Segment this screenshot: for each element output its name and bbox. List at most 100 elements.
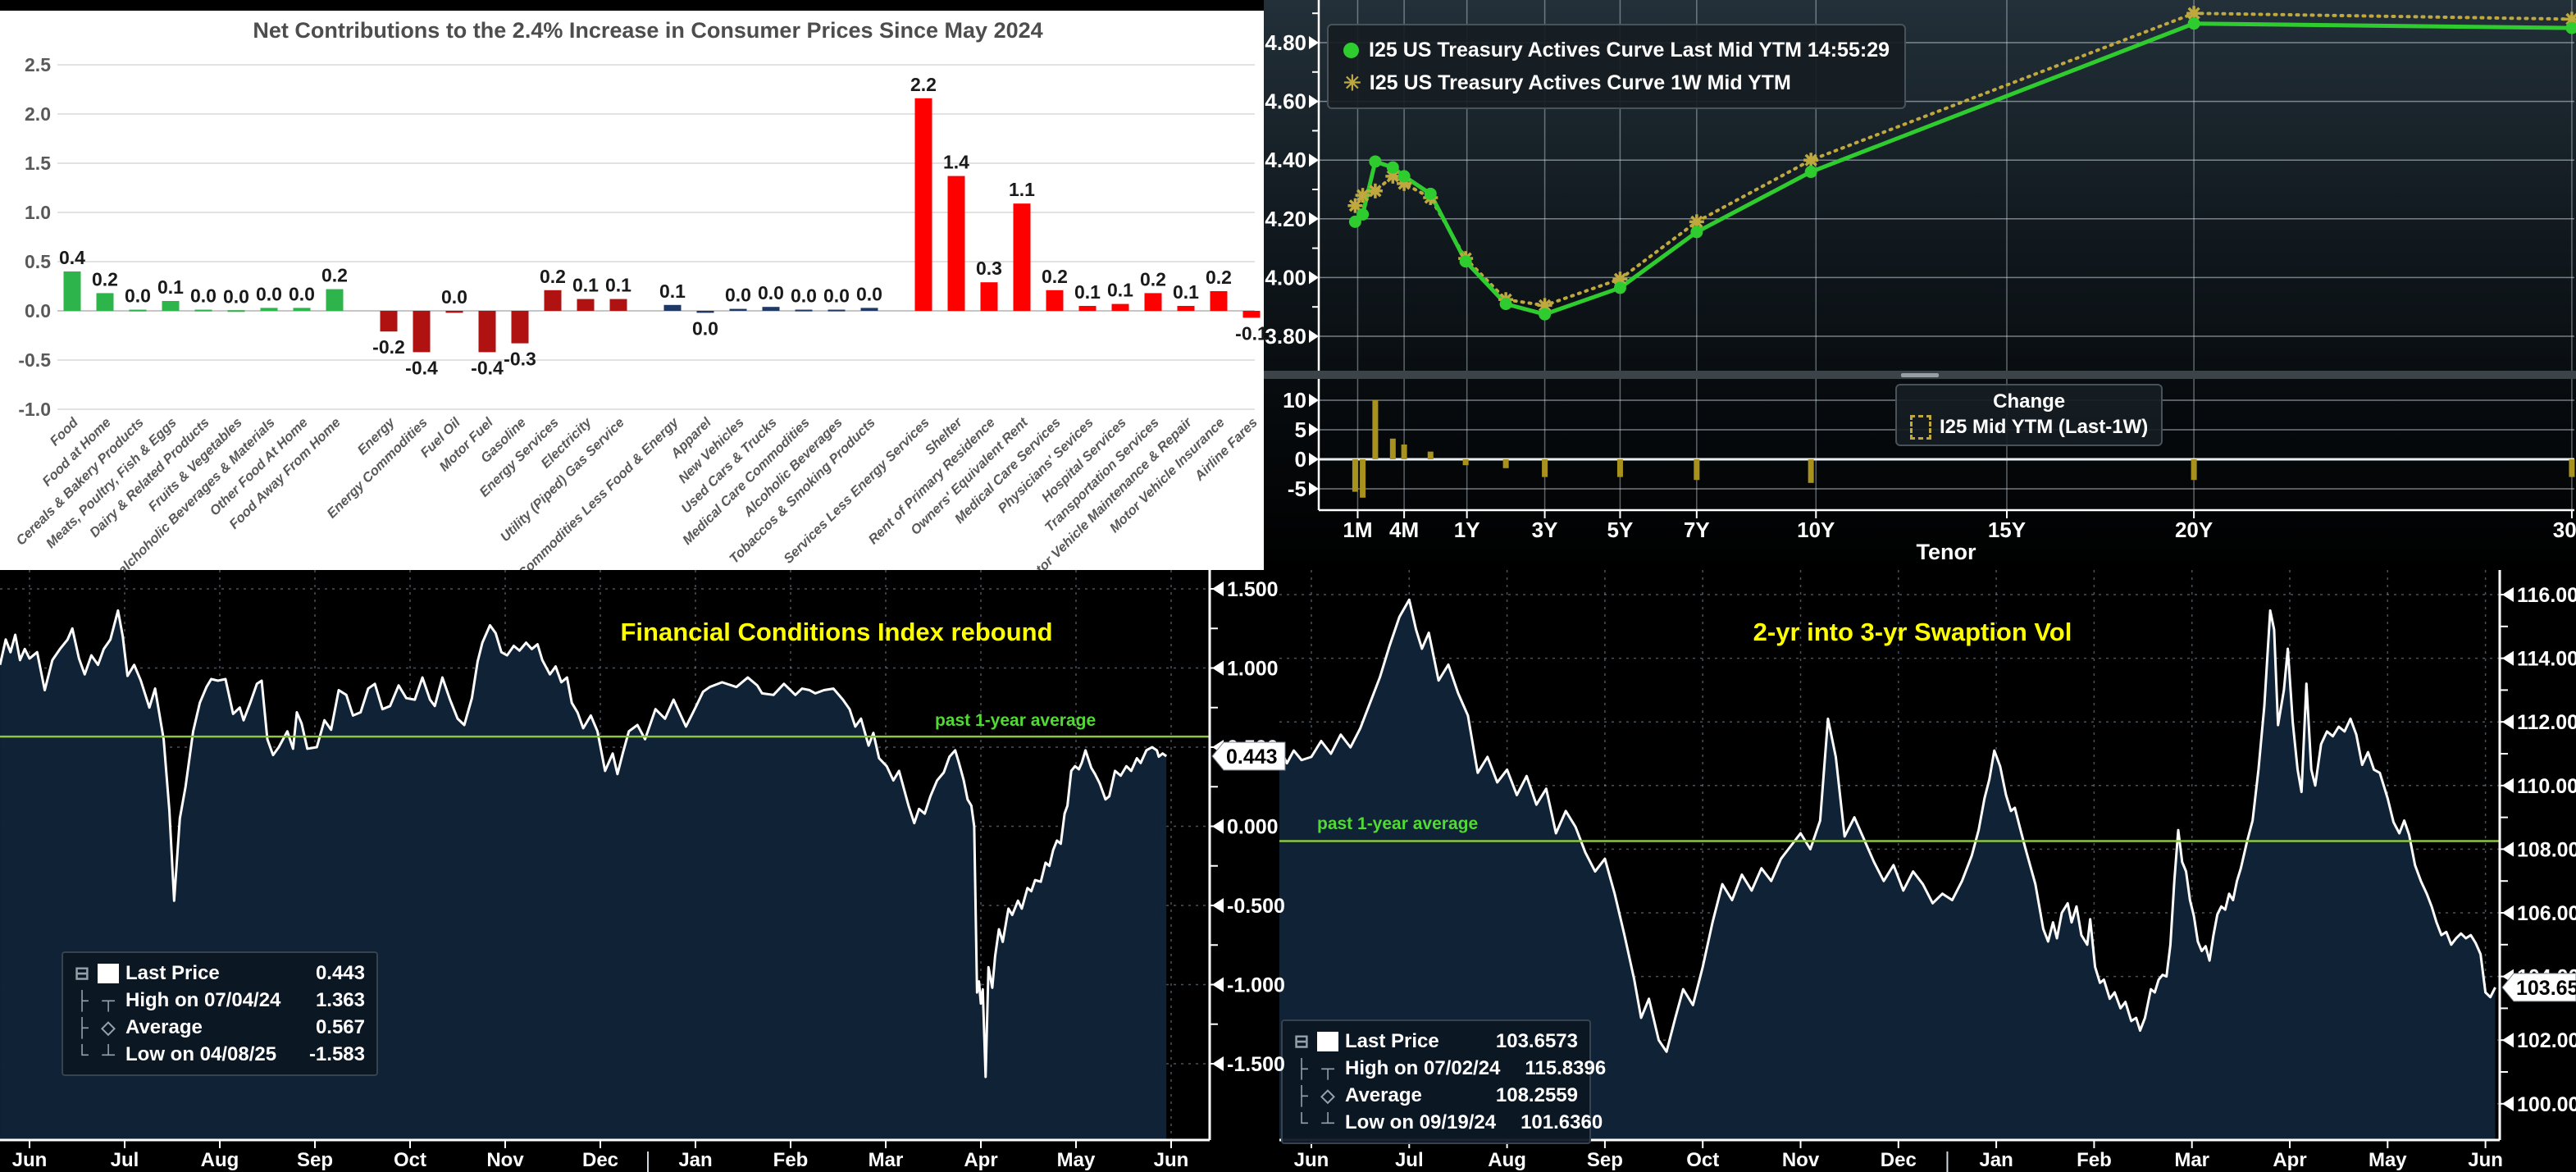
cpi-chart-title: Net Contributions to the 2.4% Increase i… <box>253 18 1043 43</box>
svg-text:1.5: 1.5 <box>25 153 51 174</box>
svg-text:0.3: 0.3 <box>976 258 1002 279</box>
svg-text:0.2: 0.2 <box>92 268 118 290</box>
cpi-bar-transportation-services <box>1144 293 1162 311</box>
svg-text:0.000: 0.000 <box>1227 816 1279 839</box>
cpi-bar-gasoline <box>511 311 529 344</box>
svg-text:15Y: 15Y <box>1988 518 2026 542</box>
svg-text:100.000: 100.000 <box>2517 1093 2576 1116</box>
change-bar-5M <box>1401 445 1407 459</box>
svg-text:0.2: 0.2 <box>1140 268 1166 290</box>
treasury-curve-plot[interactable]: 4.80 4.60 4.40 4.20 4.00 3.80 10 5 0 -5 1M 4M 1Y 3Y 5Y… <box>1264 0 2576 570</box>
change-bar-3M <box>1372 400 1379 459</box>
svg-text:May: May <box>2369 1149 2407 1171</box>
svg-text:10Y: 10Y <box>1797 518 1835 542</box>
fci-title: Financial Conditions Index rebound <box>620 618 1053 646</box>
vol-last-value-badge: 103.657 <box>2501 973 2576 1002</box>
svg-text:0.5: 0.5 <box>25 251 51 272</box>
change-series-label: I25 Mid YTM (Last-1W) <box>1940 416 2149 438</box>
svg-text:2.2: 2.2 <box>910 74 937 95</box>
svg-text:0.0: 0.0 <box>125 285 151 307</box>
svg-text:0.443: 0.443 <box>1226 746 1278 768</box>
svg-text:4.60: 4.60 <box>1265 89 1306 114</box>
svg-text:Feb: Feb <box>773 1149 809 1171</box>
svg-text:1.1: 1.1 <box>1009 179 1035 200</box>
svg-text:0.2: 0.2 <box>1206 267 1232 288</box>
avg-marker-icon: ◇ <box>101 1016 116 1037</box>
change-legend-title: Change <box>1993 390 2066 413</box>
svg-text:0.2: 0.2 <box>1042 266 1068 287</box>
cpi-bar-fruits-vegetables <box>227 310 245 312</box>
cpi-gridlines: 2.5 2.0 1.5 1.0 0.5 0.0 -0.5 -1.0 <box>18 54 1255 420</box>
svg-text:Oct: Oct <box>1686 1149 1719 1171</box>
svg-text:Nov: Nov <box>1782 1149 1820 1171</box>
svg-text:103.657: 103.657 <box>2516 977 2576 1000</box>
svg-text:0.0: 0.0 <box>190 285 217 307</box>
cpi-bar-services-less-energy-services <box>914 98 932 312</box>
svg-text:0.2: 0.2 <box>540 266 566 287</box>
svg-text:5Y: 5Y <box>1607 518 1634 542</box>
change-bar-5Y <box>1616 459 1623 477</box>
curve-legend[interactable]: I25 US Treasury Actives Curve Last Mid Y… <box>1327 24 1906 109</box>
cpi-bar-medical-care-commodities <box>795 309 813 312</box>
week-curve-star-icon: ✳ <box>1343 70 1361 95</box>
fci-axes: 1.500 1.000 0.500 0.000 -0.500 -1.000 -1.500 Ju… <box>0 570 1285 1172</box>
svg-text:Apr: Apr <box>2273 1149 2306 1171</box>
svg-text:Jul: Jul <box>111 1149 139 1171</box>
cpi-bar-other-food-at-home <box>293 308 311 311</box>
svg-text:Nov: Nov <box>486 1149 524 1171</box>
change-legend[interactable]: Change I25 Mid YTM (Last-1W) <box>1895 384 2163 446</box>
svg-text:May: May <box>1057 1149 1096 1171</box>
curve-legend-1w: I25 US Treasury Actives Curve 1W Mid YTM <box>1369 71 1791 94</box>
swaption-avg-label: past 1-year average <box>1317 814 1479 833</box>
svg-text:-0.3: -0.3 <box>504 349 536 370</box>
svg-text:3.80: 3.80 <box>1265 324 1306 349</box>
svg-text:-0.4: -0.4 <box>471 357 504 378</box>
lo-marker-icon: ┴ <box>102 1043 115 1065</box>
change-bar-7Y <box>1694 459 1700 481</box>
fci-plot[interactable]: 1.500 1.000 0.500 0.000 -0.500 -1.000 -1.500 Ju… <box>0 570 1312 1172</box>
svg-text:-0.1: -0.1 <box>1235 322 1268 344</box>
tenor-axis-title: Tenor <box>1916 540 1976 564</box>
cpi-bar-plot[interactable]: 2.52.01.51.00.50.0-0.5-1.00.4Food0.2Food… <box>0 0 1268 596</box>
swaption-stats-legend[interactable]: ⊟ Last Price 103.6573 ├ ┬ High on 07/02/24 115… <box>1281 1019 1606 1144</box>
svg-text:2.0: 2.0 <box>25 103 51 125</box>
change-bar-30Y <box>2569 459 2575 477</box>
fci-last-value-badge: 0.443 <box>1211 741 1286 771</box>
vol-area-fill <box>1279 600 2496 1140</box>
svg-text:4M: 4M <box>1389 518 1419 542</box>
panel-divider-handle[interactable] <box>1901 373 1939 377</box>
svg-text:114.000: 114.000 <box>2517 648 2576 671</box>
fci-stats-legend[interactable]: ⊟ Last Price 0.443 ├ ┬ High on 07/04/24 1.363 ├… <box>62 951 378 1076</box>
svg-text:1M: 1M <box>1343 518 1372 542</box>
hi-marker-icon: ┬ <box>1321 1057 1334 1079</box>
vol-price-line[interactable] <box>1278 598 2496 1053</box>
cpi-bar-nonalchoholic-beverages-materials <box>260 308 278 311</box>
change-bar-20Y <box>2191 459 2197 481</box>
svg-text:0.2: 0.2 <box>321 265 348 286</box>
last-price-swatch-icon <box>1317 1031 1338 1051</box>
svg-text:102.000: 102.000 <box>2517 1029 2576 1052</box>
svg-text:0.0: 0.0 <box>25 300 51 322</box>
svg-text:0.1: 0.1 <box>157 276 184 298</box>
svg-text:0.4: 0.4 <box>59 247 85 268</box>
vol-legend-row: └ ┴ Low on 09/19/24 101.6360 <box>1295 1110 1603 1133</box>
svg-text:1.4: 1.4 <box>943 152 969 173</box>
svg-text:Jun: Jun <box>1294 1149 1329 1171</box>
svg-text:4.00: 4.00 <box>1265 265 1306 290</box>
cpi-bar-motor-fuel <box>478 311 496 353</box>
fci-legend-row: ⊟ Last Price 0.443 <box>74 961 365 984</box>
svg-text:0.1: 0.1 <box>605 275 631 296</box>
cpi-bar-dairy-related-products <box>194 309 212 312</box>
svg-text:1.500: 1.500 <box>1227 578 1279 601</box>
svg-text:Jun: Jun <box>12 1149 48 1171</box>
change-bar-2M <box>1360 459 1366 498</box>
cpi-bar-energy-commodities <box>413 311 431 353</box>
svg-text:Jan: Jan <box>1979 1149 2013 1171</box>
cpi-bar-rent-of-primary-residence <box>980 282 998 311</box>
svg-text:1.000: 1.000 <box>1227 658 1279 681</box>
fci-legend-row: ├ ┬ High on 07/04/24 1.363 <box>75 988 365 1011</box>
change-bar-4M <box>1389 438 1396 459</box>
cpi-bar-hospital-services <box>1111 303 1129 311</box>
change-bar-10Y <box>1808 459 1814 483</box>
